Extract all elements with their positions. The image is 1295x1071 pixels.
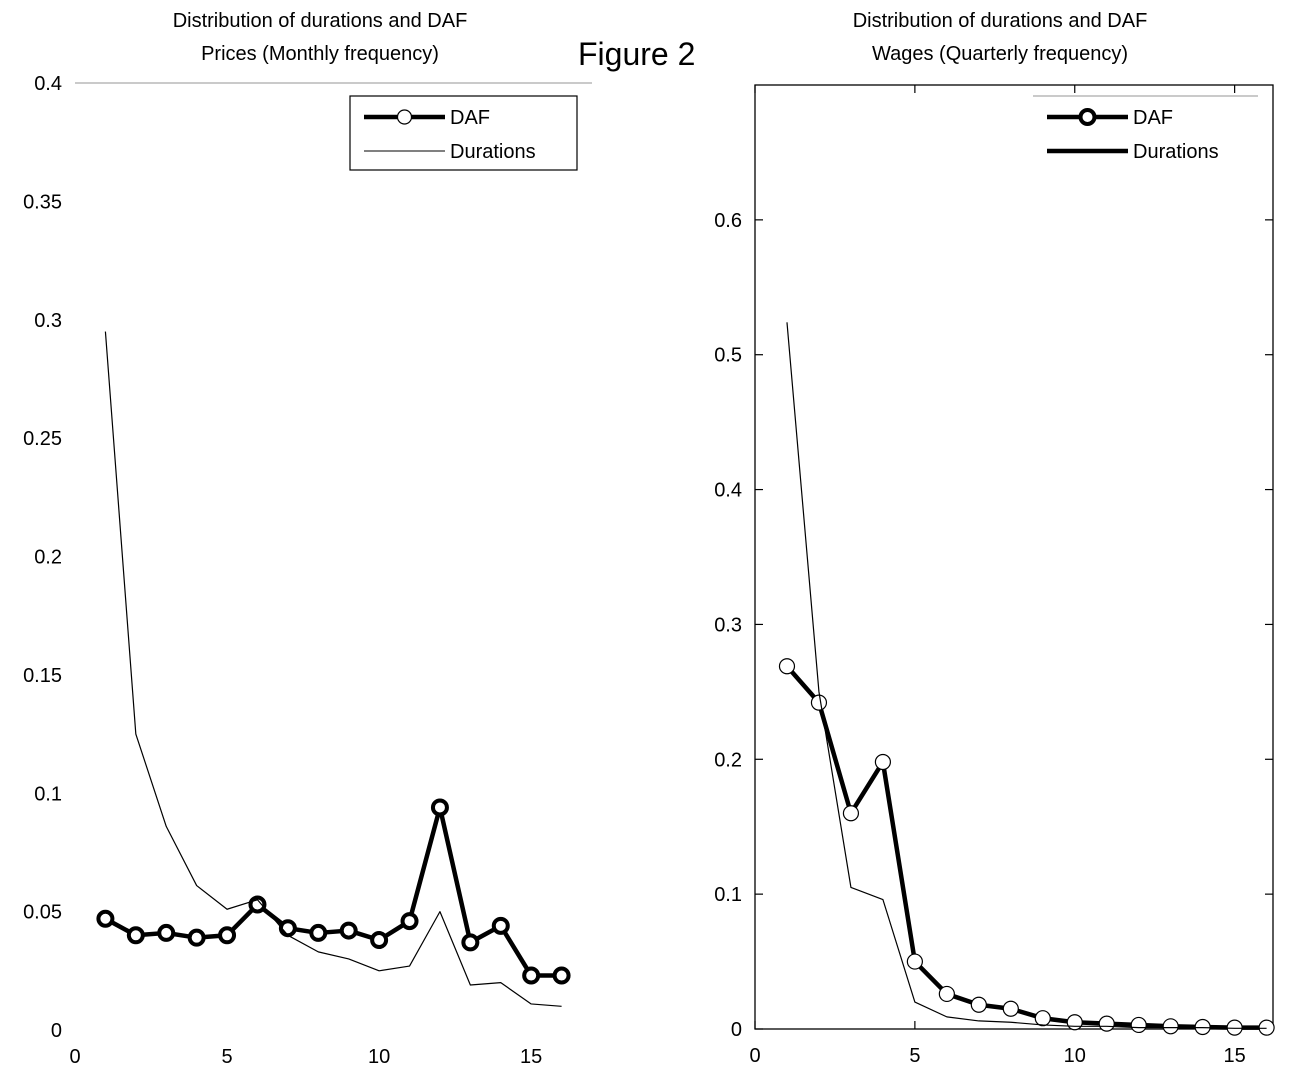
chart-panel-1: Distribution of durations and DAF Prices … — [23, 10, 592, 1068]
data-point-daf — [339, 921, 358, 940]
series-line-daf — [785, 664, 1267, 1030]
data-point-daf — [874, 753, 892, 771]
y-tick-label: 0.4 — [34, 73, 62, 95]
data-point-daf — [491, 916, 510, 935]
figure-title: Figure 2 — [578, 36, 696, 72]
data-point-daf — [938, 985, 955, 1003]
y-tick-label: 0.2 — [714, 749, 742, 771]
chart-title: Distribution of durations and DAF — [173, 10, 468, 32]
y-tick-label: 0.05 — [23, 902, 62, 924]
data-point-daf — [461, 933, 480, 952]
y-tick-label: 0.1 — [34, 783, 62, 805]
y-tick-label: 0.3 — [34, 310, 62, 332]
legend-label: DAF — [450, 107, 490, 129]
y-tick-label: 0.5 — [714, 345, 742, 367]
x-tick-label: 0 — [69, 1046, 80, 1068]
data-point-daf — [309, 923, 328, 942]
legend: DAF Durations — [1033, 95, 1258, 163]
y-tick-label: 0.6 — [714, 210, 742, 232]
x-tick-label: 10 — [368, 1046, 390, 1068]
y-tick-label: 0 — [51, 1020, 62, 1042]
y-tick-label: 0.3 — [714, 614, 742, 636]
y-tick-label: 0.25 — [23, 428, 62, 450]
plot-frame — [754, 84, 1274, 1030]
legend-label: DAF — [1133, 107, 1173, 129]
data-point-daf — [157, 923, 176, 942]
data-point-daf — [1194, 1018, 1211, 1036]
x-tick-label: 10 — [1064, 1045, 1086, 1067]
series-line-durations — [786, 322, 1267, 1029]
data-point-daf — [218, 926, 237, 945]
data-point-daf — [1034, 1010, 1051, 1027]
data-point-daf — [1066, 1014, 1083, 1031]
data-point-daf — [970, 996, 987, 1013]
data-point-daf — [430, 798, 449, 817]
data-point-daf — [126, 926, 145, 945]
data-point-daf — [370, 931, 389, 950]
data-point-daf — [400, 912, 419, 931]
y-tick-label: 0.15 — [23, 665, 62, 687]
legend-frame — [349, 95, 578, 171]
chart-title: Distribution of durations and DAF — [853, 10, 1148, 32]
chart-panel-2: Distribution of durations and DAF Wages (… — [714, 10, 1275, 1067]
y-tick-label: 0.2 — [34, 547, 62, 569]
data-point-daf — [810, 694, 828, 711]
data-point-daf — [187, 928, 206, 947]
y-tick-label: 0 — [731, 1019, 742, 1041]
data-point-daf — [1130, 1016, 1147, 1034]
data-point-daf — [96, 909, 115, 928]
legend-marker — [1078, 108, 1097, 126]
data-point-daf — [1162, 1018, 1179, 1035]
y-tick-label: 0.4 — [714, 480, 742, 502]
data-point-daf — [278, 919, 297, 938]
legend: DAF Durations — [349, 95, 578, 171]
series-line-durations — [104, 331, 562, 1007]
x-tick-label: 5 — [909, 1045, 920, 1067]
legend-label: Durations — [450, 141, 536, 163]
legend-marker — [396, 109, 413, 125]
chart-subtitle: Wages (Quarterly frequency) — [872, 43, 1128, 65]
x-tick-label: 0 — [749, 1045, 760, 1067]
data-point-daf — [1098, 1015, 1115, 1032]
x-tick-label: 15 — [520, 1046, 542, 1068]
data-point-daf — [1002, 1000, 1019, 1017]
data-point-daf — [906, 953, 923, 970]
data-point-daf — [778, 658, 796, 675]
data-point-daf — [552, 966, 571, 985]
y-tick-label: 0.35 — [23, 191, 62, 213]
data-point-daf — [522, 966, 541, 985]
chart-subtitle: Prices (Monthly frequency) — [201, 43, 439, 65]
series-line-daf — [104, 805, 562, 978]
data-point-daf — [842, 805, 860, 822]
x-tick-label: 15 — [1224, 1045, 1246, 1067]
data-point-daf — [1258, 1019, 1275, 1036]
legend-label: Durations — [1133, 141, 1219, 163]
x-tick-label: 5 — [221, 1046, 232, 1068]
y-tick-label: 0.1 — [714, 884, 742, 906]
